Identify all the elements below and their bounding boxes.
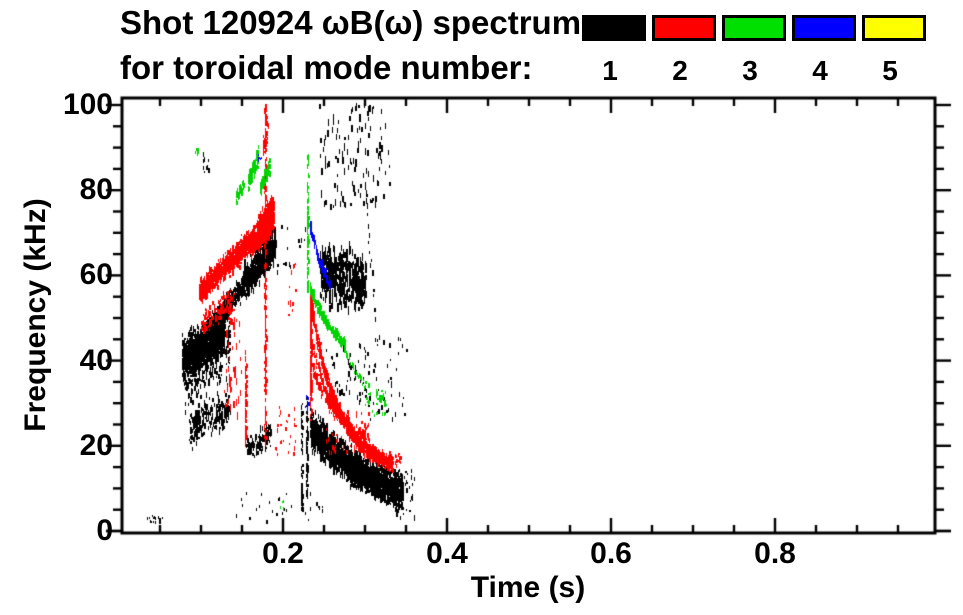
y-tick-label: 80 (79, 173, 113, 207)
legend-label-3: 3 (742, 55, 758, 86)
legend-label-5: 5 (882, 55, 898, 86)
x-tick-label: 0.2 (262, 537, 304, 570)
y-tick-label: 0 (96, 514, 113, 547)
x-tick-label: 0.8 (754, 537, 796, 570)
legend-swatch-2 (652, 15, 716, 41)
chart-title-line2: for toroidal mode number: (120, 49, 533, 86)
x-tick-label: 0.6 (590, 537, 632, 570)
y-tick-label: 60 (79, 258, 113, 292)
legend-label-2: 2 (672, 55, 688, 86)
y-tick-label: 20 (79, 428, 113, 462)
legend-swatch-5 (862, 15, 926, 41)
y-tick-label: 40 (79, 343, 113, 377)
legend-swatch-4 (792, 15, 856, 41)
x-axis-title: Time (s) (470, 571, 586, 604)
x-tick-label: 0.4 (426, 537, 468, 570)
legend-label-4: 4 (812, 55, 828, 86)
legend-swatch-3 (722, 15, 786, 41)
y-tick-label: 100 (62, 88, 113, 121)
y-axis-title: Frequency (kHz) (19, 198, 52, 432)
chart-title-line1: Shot 120924 ωB(ω) spectrum (120, 4, 582, 41)
legend-swatch-1 (582, 15, 646, 41)
legend-label-1: 1 (602, 55, 618, 86)
